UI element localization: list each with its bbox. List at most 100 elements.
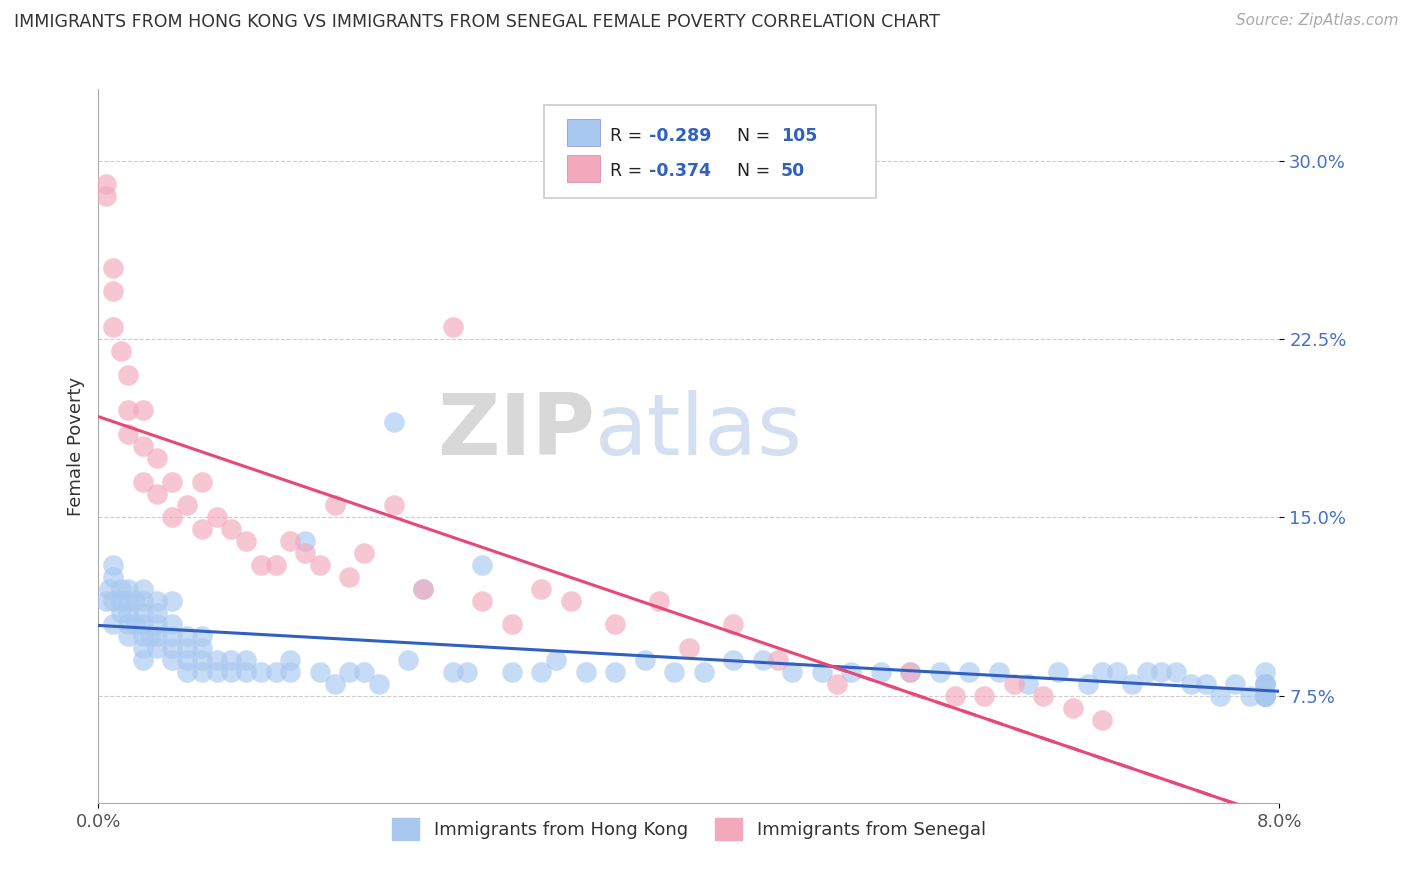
Point bbox=[191, 522, 214, 536]
Point bbox=[132, 641, 155, 656]
Text: R =: R = bbox=[610, 162, 648, 180]
Point bbox=[441, 665, 464, 679]
Point bbox=[1254, 677, 1277, 691]
Point bbox=[280, 665, 302, 679]
Bar bbox=[567, 120, 600, 146]
Point bbox=[117, 368, 139, 382]
Point bbox=[1209, 689, 1232, 703]
Point bbox=[634, 653, 657, 667]
Point bbox=[117, 606, 139, 620]
Point bbox=[162, 593, 183, 607]
Point bbox=[162, 641, 183, 656]
Point bbox=[412, 582, 434, 596]
Point bbox=[1136, 665, 1159, 679]
Point bbox=[132, 582, 155, 596]
Point bbox=[323, 677, 346, 691]
Point bbox=[94, 189, 117, 203]
Point bbox=[191, 629, 214, 643]
Point bbox=[309, 665, 332, 679]
Point bbox=[766, 653, 789, 667]
Point bbox=[162, 653, 183, 667]
Text: R =: R = bbox=[610, 127, 648, 145]
Point bbox=[723, 653, 745, 667]
Point bbox=[471, 593, 494, 607]
Text: -0.374: -0.374 bbox=[648, 162, 711, 180]
Point bbox=[1180, 677, 1202, 691]
Point bbox=[146, 641, 169, 656]
Point bbox=[1046, 665, 1070, 679]
Point bbox=[110, 593, 132, 607]
Point bbox=[176, 629, 198, 643]
Point bbox=[412, 582, 434, 596]
Point bbox=[162, 617, 183, 632]
Point bbox=[457, 665, 479, 679]
Y-axis label: Female Poverty: Female Poverty bbox=[66, 376, 84, 516]
Point bbox=[501, 665, 523, 679]
Point bbox=[176, 641, 198, 656]
Point bbox=[176, 499, 198, 513]
Point bbox=[1091, 665, 1114, 679]
Point bbox=[132, 593, 155, 607]
Point bbox=[1225, 677, 1247, 691]
Point bbox=[605, 617, 627, 632]
Text: -0.289: -0.289 bbox=[648, 127, 711, 145]
Point bbox=[191, 653, 214, 667]
Point bbox=[110, 582, 132, 596]
Point bbox=[162, 629, 183, 643]
Text: Source: ZipAtlas.com: Source: ZipAtlas.com bbox=[1236, 13, 1399, 29]
Point bbox=[117, 582, 139, 596]
Point bbox=[811, 665, 834, 679]
Text: ZIP: ZIP bbox=[437, 390, 595, 474]
Point bbox=[382, 415, 405, 429]
Point bbox=[678, 641, 700, 656]
Text: 105: 105 bbox=[782, 127, 817, 145]
Point bbox=[323, 499, 346, 513]
Point bbox=[146, 593, 169, 607]
Point bbox=[110, 343, 132, 358]
Text: N =: N = bbox=[737, 127, 776, 145]
Point bbox=[162, 475, 183, 489]
Point bbox=[1254, 665, 1277, 679]
Point bbox=[191, 475, 214, 489]
Point bbox=[146, 606, 169, 620]
Point bbox=[339, 570, 361, 584]
Point bbox=[441, 320, 464, 334]
Point bbox=[353, 665, 375, 679]
Point bbox=[870, 665, 893, 679]
Point bbox=[176, 665, 198, 679]
Point bbox=[103, 285, 125, 299]
Point bbox=[205, 665, 228, 679]
Point bbox=[959, 665, 981, 679]
Point bbox=[103, 320, 125, 334]
Point bbox=[664, 665, 686, 679]
Point bbox=[117, 403, 139, 417]
Point bbox=[280, 534, 302, 549]
Point bbox=[530, 582, 553, 596]
Point bbox=[97, 582, 120, 596]
Point bbox=[294, 534, 316, 549]
Point bbox=[546, 653, 568, 667]
Point bbox=[943, 689, 966, 703]
Point bbox=[501, 617, 523, 632]
Point bbox=[132, 475, 155, 489]
Point bbox=[235, 534, 257, 549]
Point bbox=[1107, 665, 1129, 679]
Bar bbox=[567, 155, 600, 182]
Point bbox=[146, 629, 169, 643]
Point bbox=[1002, 677, 1025, 691]
Point bbox=[1254, 677, 1277, 691]
Point bbox=[103, 617, 125, 632]
Point bbox=[1239, 689, 1261, 703]
Point bbox=[1018, 677, 1040, 691]
Point bbox=[1150, 665, 1173, 679]
Point bbox=[117, 593, 139, 607]
Point bbox=[103, 558, 125, 572]
Point bbox=[124, 593, 146, 607]
Point bbox=[1254, 689, 1277, 703]
Point bbox=[94, 593, 117, 607]
Point bbox=[1166, 665, 1188, 679]
Point bbox=[250, 558, 273, 572]
Point bbox=[139, 629, 162, 643]
Text: atlas: atlas bbox=[595, 390, 803, 474]
Point bbox=[368, 677, 391, 691]
